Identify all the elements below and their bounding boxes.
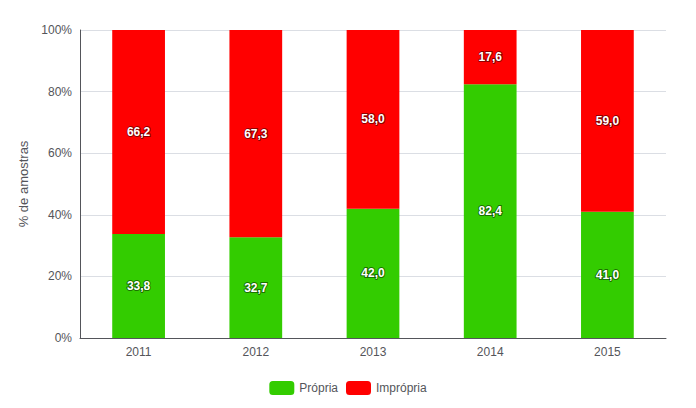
svg-text:41,0: 41,0: [596, 268, 620, 282]
svg-text:60%: 60%: [48, 146, 72, 160]
svg-text:40%: 40%: [48, 208, 72, 222]
svg-text:67,3: 67,3: [244, 127, 268, 141]
svg-text:66,2: 66,2: [127, 125, 151, 139]
svg-text:% de amostras: % de amostras: [16, 140, 31, 227]
svg-text:Imprópria: Imprópria: [376, 381, 427, 395]
svg-text:2011: 2011: [126, 345, 152, 359]
svg-text:82,4: 82,4: [479, 204, 503, 218]
svg-text:2015: 2015: [594, 345, 621, 359]
svg-text:33,8: 33,8: [127, 279, 151, 293]
svg-text:2012: 2012: [242, 345, 269, 359]
svg-text:0%: 0%: [55, 331, 73, 345]
svg-text:80%: 80%: [48, 85, 72, 99]
svg-text:17,6: 17,6: [479, 50, 503, 64]
svg-text:58,0: 58,0: [361, 112, 385, 126]
svg-text:100%: 100%: [41, 23, 72, 37]
svg-text:59,0: 59,0: [596, 114, 620, 128]
svg-text:32,7: 32,7: [244, 281, 268, 295]
svg-text:2014: 2014: [477, 345, 504, 359]
svg-text:20%: 20%: [48, 269, 72, 283]
svg-text:Própria: Própria: [299, 381, 338, 395]
svg-text:42,0: 42,0: [361, 266, 385, 280]
svg-text:2013: 2013: [360, 345, 387, 359]
